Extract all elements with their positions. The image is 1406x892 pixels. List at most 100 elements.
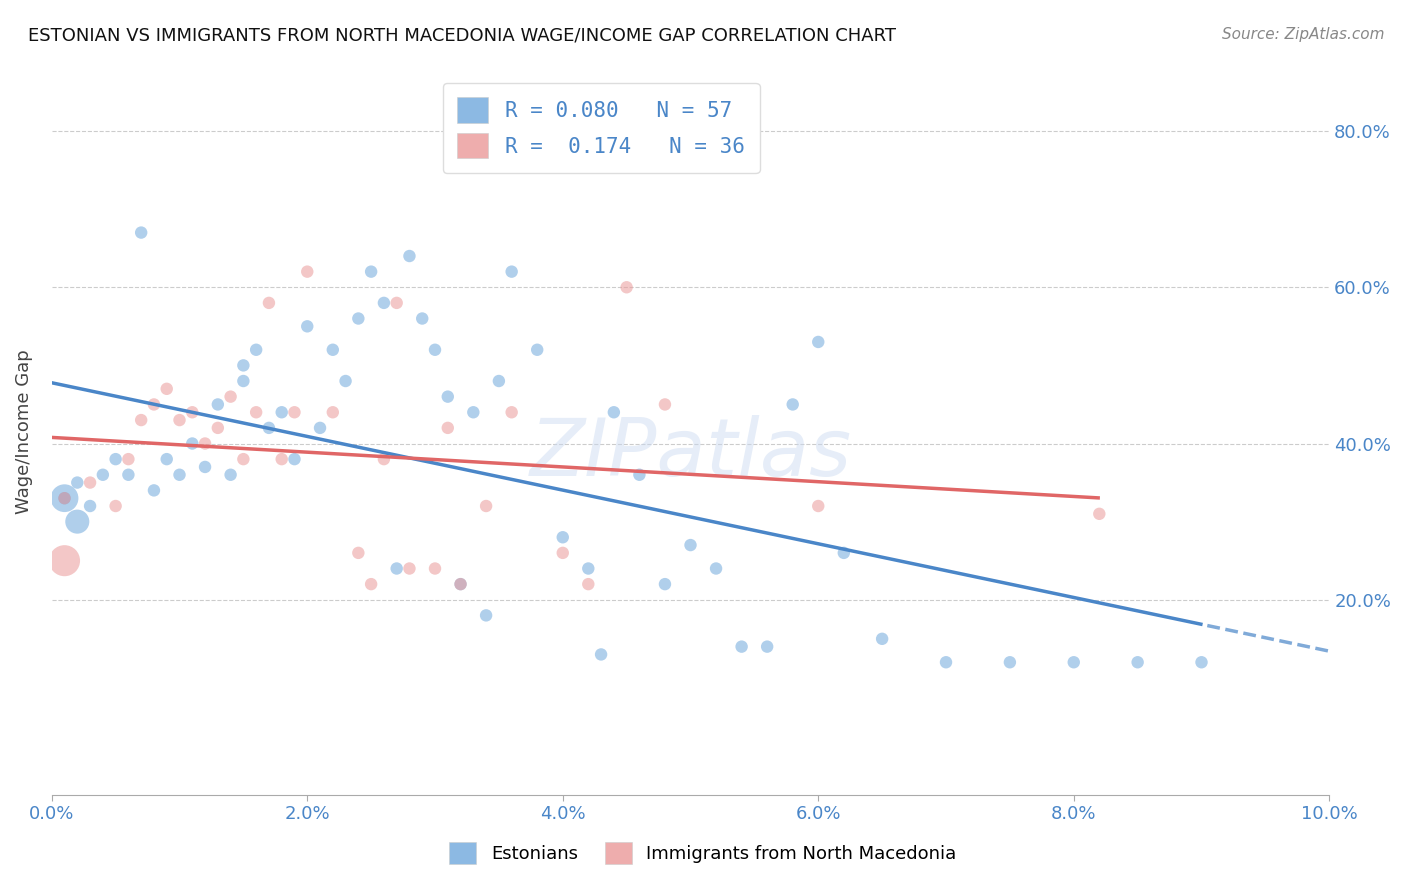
Point: [257, 296, 280, 310]
Point: [1088, 507, 1111, 521]
Point: [576, 561, 599, 575]
Point: [232, 452, 254, 467]
Point: [1063, 655, 1085, 669]
Point: [194, 436, 217, 450]
Point: [998, 655, 1021, 669]
Point: [526, 343, 548, 357]
Point: [283, 452, 305, 467]
Point: [219, 467, 242, 482]
Point: [207, 421, 229, 435]
Point: [411, 311, 433, 326]
Legend: R = 0.080   N = 57, R =  0.174   N = 36: R = 0.080 N = 57, R = 0.174 N = 36: [443, 83, 759, 173]
Point: [219, 390, 242, 404]
Point: [385, 296, 408, 310]
Point: [628, 467, 651, 482]
Point: [79, 475, 101, 490]
Point: [66, 475, 89, 490]
Y-axis label: Wage/Income Gap: Wage/Income Gap: [15, 350, 32, 514]
Point: [463, 405, 485, 419]
Point: [53, 491, 76, 506]
Point: [257, 421, 280, 435]
Point: [807, 499, 830, 513]
Point: [398, 561, 420, 575]
Point: [297, 265, 319, 279]
Point: [654, 397, 676, 411]
Point: [53, 554, 76, 568]
Point: [347, 546, 370, 560]
Point: [283, 405, 305, 419]
Point: [104, 452, 127, 467]
Point: [870, 632, 893, 646]
Point: [142, 483, 165, 498]
Point: [1191, 655, 1213, 669]
Point: [832, 546, 855, 560]
Text: Source: ZipAtlas.com: Source: ZipAtlas.com: [1222, 27, 1385, 42]
Point: [450, 577, 472, 591]
Point: [207, 397, 229, 411]
Point: [603, 405, 626, 419]
Point: [373, 452, 395, 467]
Point: [117, 452, 139, 467]
Point: [322, 405, 344, 419]
Point: [450, 577, 472, 591]
Point: [704, 561, 727, 575]
Point: [576, 577, 599, 591]
Point: [360, 265, 382, 279]
Point: [156, 452, 179, 467]
Point: [756, 640, 779, 654]
Point: [423, 561, 446, 575]
Point: [53, 491, 76, 506]
Point: [142, 397, 165, 411]
Point: [53, 491, 76, 506]
Point: [129, 413, 152, 427]
Point: [730, 640, 752, 654]
Point: [501, 405, 523, 419]
Point: [335, 374, 357, 388]
Point: [169, 413, 191, 427]
Point: [488, 374, 510, 388]
Point: [79, 499, 101, 513]
Point: [270, 452, 292, 467]
Point: [181, 436, 204, 450]
Point: [117, 467, 139, 482]
Point: [91, 467, 114, 482]
Legend: Estonians, Immigrants from North Macedonia: Estonians, Immigrants from North Macedon…: [434, 828, 972, 879]
Point: [385, 561, 408, 575]
Point: [232, 374, 254, 388]
Text: ZIPatlas: ZIPatlas: [530, 415, 852, 492]
Point: [551, 530, 574, 544]
Point: [66, 515, 89, 529]
Point: [551, 546, 574, 560]
Point: [169, 467, 191, 482]
Point: [245, 343, 267, 357]
Point: [232, 359, 254, 373]
Point: [129, 226, 152, 240]
Point: [436, 390, 458, 404]
Point: [782, 397, 804, 411]
Point: [398, 249, 420, 263]
Point: [654, 577, 676, 591]
Point: [297, 319, 319, 334]
Point: [679, 538, 702, 552]
Point: [322, 343, 344, 357]
Point: [501, 265, 523, 279]
Point: [591, 648, 613, 662]
Text: ESTONIAN VS IMMIGRANTS FROM NORTH MACEDONIA WAGE/INCOME GAP CORRELATION CHART: ESTONIAN VS IMMIGRANTS FROM NORTH MACEDO…: [28, 27, 896, 45]
Point: [475, 608, 498, 623]
Point: [616, 280, 638, 294]
Point: [475, 499, 498, 513]
Point: [194, 459, 217, 474]
Point: [245, 405, 267, 419]
Point: [156, 382, 179, 396]
Point: [436, 421, 458, 435]
Point: [1126, 655, 1149, 669]
Point: [270, 405, 292, 419]
Point: [309, 421, 332, 435]
Point: [807, 334, 830, 349]
Point: [423, 343, 446, 357]
Point: [347, 311, 370, 326]
Point: [360, 577, 382, 591]
Point: [104, 499, 127, 513]
Point: [935, 655, 957, 669]
Point: [373, 296, 395, 310]
